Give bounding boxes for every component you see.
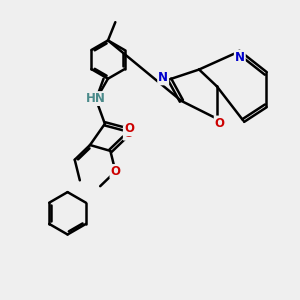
Text: O: O xyxy=(125,122,135,135)
Text: O: O xyxy=(215,116,225,130)
Text: HN: HN xyxy=(86,92,106,105)
Text: N: N xyxy=(235,51,245,64)
Text: N: N xyxy=(158,71,168,84)
Text: O: O xyxy=(110,165,121,178)
Text: O: O xyxy=(124,127,134,140)
